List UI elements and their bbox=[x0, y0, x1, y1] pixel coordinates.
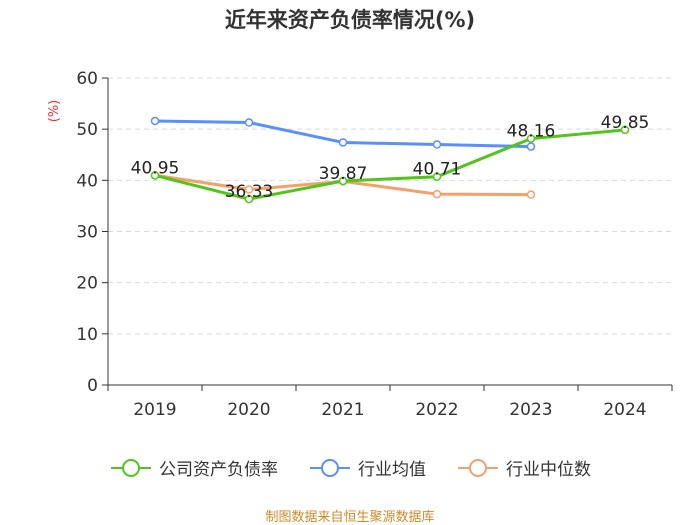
y-tick-label: 60 bbox=[76, 69, 98, 89]
legend-marker-icon bbox=[458, 458, 498, 477]
y-tick-label: 0 bbox=[87, 376, 98, 396]
legend-label: 行业均值 bbox=[358, 460, 426, 480]
series-point-0 bbox=[620, 125, 630, 135]
y-axis-label: (%) bbox=[47, 100, 62, 123]
legend-label: 行业中位数 bbox=[506, 460, 591, 480]
chart-title: 近年来资产负债率情况(%) bbox=[224, 8, 476, 32]
data-label: 49.85 bbox=[601, 113, 650, 133]
y-tick-label: 50 bbox=[76, 120, 98, 140]
data-label: 36.33 bbox=[225, 182, 274, 202]
series-line-0 bbox=[154, 128, 626, 201]
series-point-0 bbox=[432, 172, 442, 181]
x-tick-label: 2021 bbox=[321, 400, 364, 420]
data-label: 40.71 bbox=[413, 160, 462, 180]
x-tick-label: 2024 bbox=[603, 400, 646, 420]
series-point-1 bbox=[150, 116, 160, 126]
legend-marker-circle bbox=[469, 458, 487, 477]
data-label: 40.95 bbox=[131, 158, 180, 178]
y-tick-label: 20 bbox=[76, 274, 98, 294]
series-point-0 bbox=[244, 194, 254, 204]
legend-marker-icon bbox=[310, 458, 350, 477]
legend: 公司资产负债率 行业均值 行业中位数 bbox=[0, 455, 700, 480]
series-point-2 bbox=[244, 185, 254, 194]
y-tick-label: 30 bbox=[76, 223, 98, 243]
x-tick-label: 2023 bbox=[509, 400, 552, 420]
x-tick-label: 2022 bbox=[415, 400, 458, 420]
source-footer: 制图数据来自恒生聚源数据库 bbox=[265, 510, 435, 525]
series-point-1 bbox=[432, 140, 442, 149]
series-point-1 bbox=[338, 138, 348, 147]
series-point-1 bbox=[526, 142, 536, 151]
series-point-2 bbox=[432, 189, 442, 199]
legend-item-1[interactable]: 行业均值 bbox=[308, 455, 426, 480]
data-label: 39.87 bbox=[319, 164, 368, 184]
legend-label: 公司资产负债率 bbox=[159, 460, 278, 480]
chart-plot: (%) 0 10 20 30 40 50 60 2019 2020 2021 2022 2023 202… bbox=[47, 69, 673, 420]
y-tick-label: 40 bbox=[76, 171, 98, 191]
x-tick-label: 2019 bbox=[133, 400, 176, 420]
legend-marker-circle bbox=[122, 458, 140, 477]
x-tick-label: 2020 bbox=[227, 400, 270, 420]
legend-item-2[interactable]: 行业中位数 bbox=[456, 455, 591, 480]
legend-marker-icon bbox=[111, 458, 151, 477]
series-point-0 bbox=[150, 171, 160, 180]
series-point-1 bbox=[244, 118, 254, 127]
data-label: 48.16 bbox=[507, 122, 556, 142]
series-point-0 bbox=[526, 134, 536, 143]
series-point-0 bbox=[338, 176, 348, 186]
legend-marker-circle bbox=[321, 458, 339, 477]
y-tick-label: 10 bbox=[76, 325, 98, 345]
series-point-2 bbox=[526, 190, 536, 199]
legend-item-0[interactable]: 公司资产负债率 bbox=[109, 455, 278, 480]
